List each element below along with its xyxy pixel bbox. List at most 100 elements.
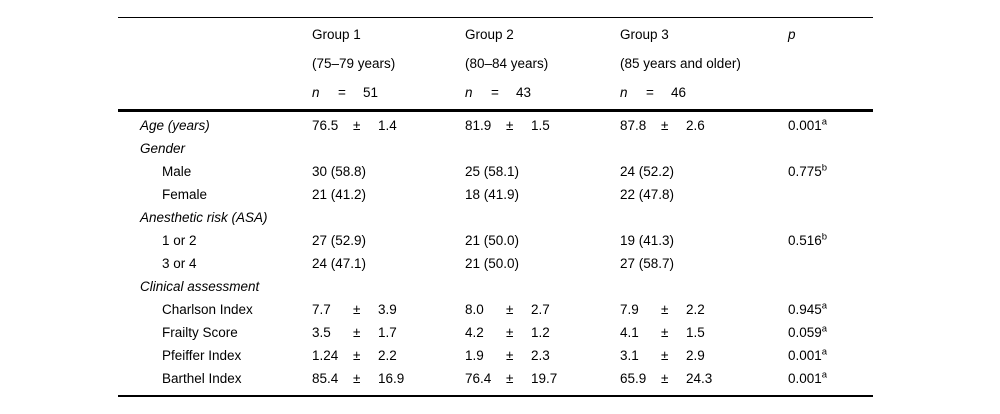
section-row: Clinical assessment [118, 275, 873, 298]
equals-sign: = [338, 85, 346, 100]
sd-value: 2.3 [531, 348, 550, 363]
p-value-superscript: a [821, 346, 828, 358]
n-value: 51 [363, 85, 379, 100]
table-row: Charlson Index 7.7 ±3.9 8.0 ±2.7 7.9 ±2.2 0.945… [118, 298, 873, 321]
p-value: 0.945a [788, 300, 828, 317]
table-row: Male 30 (58.8) 25 (58.1) 24 (52.2) 0.775b [118, 160, 873, 183]
group-value-cell: 27 (58.7) [620, 256, 675, 271]
p-value-superscript: a [821, 116, 828, 128]
group-age-range: (85 years and older) [620, 56, 741, 71]
p-value: 0.001a [788, 346, 828, 363]
row-label: 3 or 4 [162, 256, 197, 271]
group-value-cell: 21 (50.0) [465, 256, 520, 271]
table-row: 3 or 4 24 (47.1) 21 (50.0) 27 (58.7) [118, 252, 873, 275]
group-value-cell: 76.5 ±1.4 [312, 114, 460, 137]
p-value: 0.775b [788, 162, 828, 179]
p-value: 0.516b [788, 231, 828, 248]
group-value-cell: 7.9 ±2.2 [620, 298, 768, 321]
plus-minus-sign: ± [353, 118, 361, 133]
group-value-cell: 76.4 ±19.7 [465, 367, 613, 390]
table-row: Pfeiffer Index 1.24 ±2.2 1.9 ±2.3 3.1 ±2.9 0.00… [118, 344, 873, 367]
mean-value: 76.5 [312, 118, 339, 133]
row-label: Barthel Index [162, 371, 242, 386]
p-value-superscript: a [821, 323, 828, 335]
p-value: 0.001a [788, 369, 828, 386]
group-value-cell: 3.1 ±2.9 [620, 344, 768, 367]
group-title: Group 3 [620, 27, 669, 42]
p-value-superscript: a [821, 369, 828, 381]
mean-value: 87.8 [620, 118, 647, 133]
sd-value: 2.7 [531, 302, 550, 317]
row-label: Male [162, 164, 192, 179]
n-symbol: n [312, 85, 320, 100]
mean-value: 4.1 [620, 325, 639, 340]
group-value-cell: 4.2 ±1.2 [465, 321, 613, 344]
group-age-range: (75–79 years) [312, 56, 396, 71]
equals-sign: = [646, 85, 654, 100]
mean-value: 65.9 [620, 371, 647, 386]
table-row: Age (years) 76.5 ±1.4 81.9 ±1.5 87.8 ±2.6 0.001… [118, 114, 873, 137]
n-symbol: n [620, 85, 628, 100]
group-value-cell: 8.0 ±2.7 [465, 298, 613, 321]
sd-value: 1.5 [686, 325, 705, 340]
plus-minus-sign: ± [661, 302, 669, 317]
row-label: Female [162, 187, 208, 202]
mean-value: 8.0 [465, 302, 484, 317]
section-row: Anesthetic risk (ASA) [118, 206, 873, 229]
sd-value: 2.2 [378, 348, 397, 363]
group-value-cell: 21 (41.2) [312, 187, 367, 202]
equals-sign: = [491, 85, 499, 100]
group-value-cell: 7.7 ±3.9 [312, 298, 460, 321]
table-body: Age (years) 76.5 ±1.4 81.9 ±1.5 87.8 ±2.6 0.001… [118, 112, 873, 397]
group-age-range: (80–84 years) [465, 56, 549, 71]
group-value-cell: 30 (58.8) [312, 164, 367, 179]
sd-value: 2.9 [686, 348, 705, 363]
sd-value: 1.7 [378, 325, 397, 340]
sd-value: 16.9 [378, 371, 405, 386]
header-group-1: Group 1 (75–79 years) n = 51 [312, 20, 395, 107]
n-value: 43 [516, 85, 532, 100]
row-label: Gender [140, 141, 186, 156]
group-value-cell: 24 (52.2) [620, 164, 675, 179]
group-title: Group 2 [465, 27, 514, 42]
mean-value: 1.24 [312, 348, 339, 363]
p-value: 0.001a [788, 116, 828, 133]
mean-value: 7.7 [312, 302, 331, 317]
plus-minus-sign: ± [506, 118, 514, 133]
plus-minus-sign: ± [353, 348, 361, 363]
plus-minus-sign: ± [506, 325, 514, 340]
row-label: Anesthetic risk (ASA) [140, 210, 268, 225]
sd-value: 24.3 [686, 371, 713, 386]
group-n-count: n = 43 [465, 78, 548, 107]
mean-value: 1.9 [465, 348, 484, 363]
mean-value: 3.1 [620, 348, 639, 363]
table-row: Barthel Index 85.4 ±16.9 76.4 ±19.7 65.9 ±24.3… [118, 367, 873, 390]
group-value-cell: 19 (41.3) [620, 233, 675, 248]
group-value-cell: 22 (47.8) [620, 187, 675, 202]
p-column-title: p [788, 27, 796, 42]
group-value-cell: 65.9 ±24.3 [620, 367, 768, 390]
plus-minus-sign: ± [506, 371, 514, 386]
mean-value: 3.5 [312, 325, 331, 340]
plus-minus-sign: ± [506, 302, 514, 317]
plus-minus-sign: ± [661, 325, 669, 340]
mean-value: 81.9 [465, 118, 492, 133]
group-value-cell: 4.1 ±1.5 [620, 321, 768, 344]
table-row: 1 or 2 27 (52.9) 21 (50.0) 19 (41.3) 0.516b [118, 229, 873, 252]
sd-value: 1.4 [378, 118, 397, 133]
sd-value: 19.7 [531, 371, 558, 386]
group-value-cell: 3.5 ±1.7 [312, 321, 460, 344]
group-value-cell: 87.8 ±2.6 [620, 114, 768, 137]
mean-value: 4.2 [465, 325, 484, 340]
table-header: Group 1 (75–79 years) n = 51 Group 2 (80… [118, 17, 873, 112]
row-label: Charlson Index [162, 302, 253, 317]
row-label: Age (years) [140, 118, 210, 133]
sd-value: 1.5 [531, 118, 550, 133]
group-n-count: n = 51 [312, 78, 395, 107]
group-value-cell: 85.4 ±16.9 [312, 367, 460, 390]
plus-minus-sign: ± [353, 325, 361, 340]
mean-value: 7.9 [620, 302, 639, 317]
header-group-3: Group 3 (85 years and older) n = 46 [620, 20, 741, 107]
row-label: Clinical assessment [140, 279, 260, 294]
group-value-cell: 1.9 ±2.3 [465, 344, 613, 367]
